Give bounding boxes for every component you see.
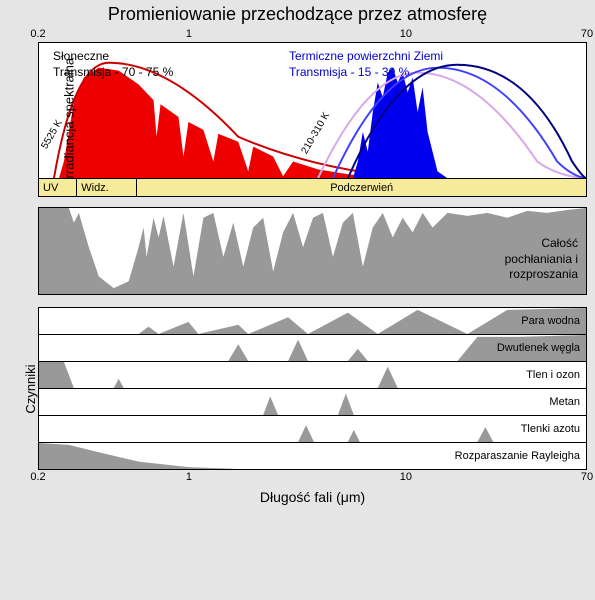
percent-label-1: Całość bbox=[505, 236, 578, 252]
chart-area: 0.2 1 10 70 Irradiancja spektralna Słone… bbox=[38, 28, 587, 505]
x-axis-label: Długość fali (μm) bbox=[38, 489, 587, 505]
x-tick: 10 bbox=[400, 28, 412, 40]
x-tick: 1 bbox=[186, 471, 192, 483]
gas-label: Para wodna bbox=[521, 315, 580, 327]
percent-right-label: Całość pochłaniania i rozproszania bbox=[505, 236, 578, 283]
x-tick: 1 bbox=[186, 28, 192, 40]
gas-label: Rozparaszanie Rayleigha bbox=[455, 450, 580, 462]
band-uv: UV bbox=[39, 179, 77, 196]
gas-label: Tlen i ozon bbox=[526, 369, 580, 381]
x-tick: 70 bbox=[581, 471, 593, 483]
gas-label: Dwutlenek węgla bbox=[497, 342, 580, 354]
panel-factors: Czynniki Para wodna Dwutlenek węgla Tlen… bbox=[38, 307, 587, 470]
x-tick: 0.2 bbox=[30, 28, 45, 40]
panel-percent: Procent 0 25 50 75 100 Całość pochłanian… bbox=[38, 207, 587, 295]
earth-label-2: Transmisja - 15 - 30 % bbox=[289, 65, 443, 81]
x-tick: 0.2 bbox=[30, 471, 45, 483]
gas-co2: Dwutlenek węgla bbox=[38, 334, 587, 362]
earth-label-1: Termiczne powierzchni Ziemi bbox=[289, 49, 443, 65]
gas-rayleigh: Rozparaszanie Rayleigha bbox=[38, 442, 587, 470]
chart-title: Promieniowanie przechodzące przez atmosf… bbox=[0, 0, 595, 29]
gas-oxygen-ozone: Tlen i ozon bbox=[38, 361, 587, 389]
solar-label: Słoneczne Transmisja - 70 - 75 % bbox=[53, 49, 173, 80]
band-visible: Widz. bbox=[77, 179, 137, 196]
gas-nitrogen-oxides: Tlenki azotu bbox=[38, 415, 587, 443]
percent-label-2: pochłaniania i bbox=[505, 252, 578, 268]
gas-label: Tlenki azotu bbox=[521, 423, 580, 435]
x-axis-bottom: 0.2 1 10 70 bbox=[38, 471, 587, 487]
earth-label: Termiczne powierzchni Ziemi Transmisja -… bbox=[289, 49, 443, 80]
percent-label-3: rozproszania bbox=[505, 267, 578, 283]
x-tick: 10 bbox=[400, 471, 412, 483]
band-ir: Podczerwień bbox=[137, 179, 586, 196]
spectral-band: UV Widz. Podczerwień bbox=[39, 178, 586, 196]
x-axis-top: 0.2 1 10 70 bbox=[38, 28, 587, 42]
y-label-factors: Czynniki bbox=[23, 364, 38, 413]
solar-label-1: Słoneczne bbox=[53, 49, 173, 65]
gas-label: Metan bbox=[549, 396, 580, 408]
gas-methane: Metan bbox=[38, 388, 587, 416]
solar-label-2: Transmisja - 70 - 75 % bbox=[53, 65, 173, 81]
x-tick: 70 bbox=[581, 28, 593, 40]
panel-irradiance: Irradiancja spektralna Słoneczne Transmi… bbox=[38, 42, 587, 197]
gas-water-vapor: Para wodna bbox=[38, 307, 587, 335]
